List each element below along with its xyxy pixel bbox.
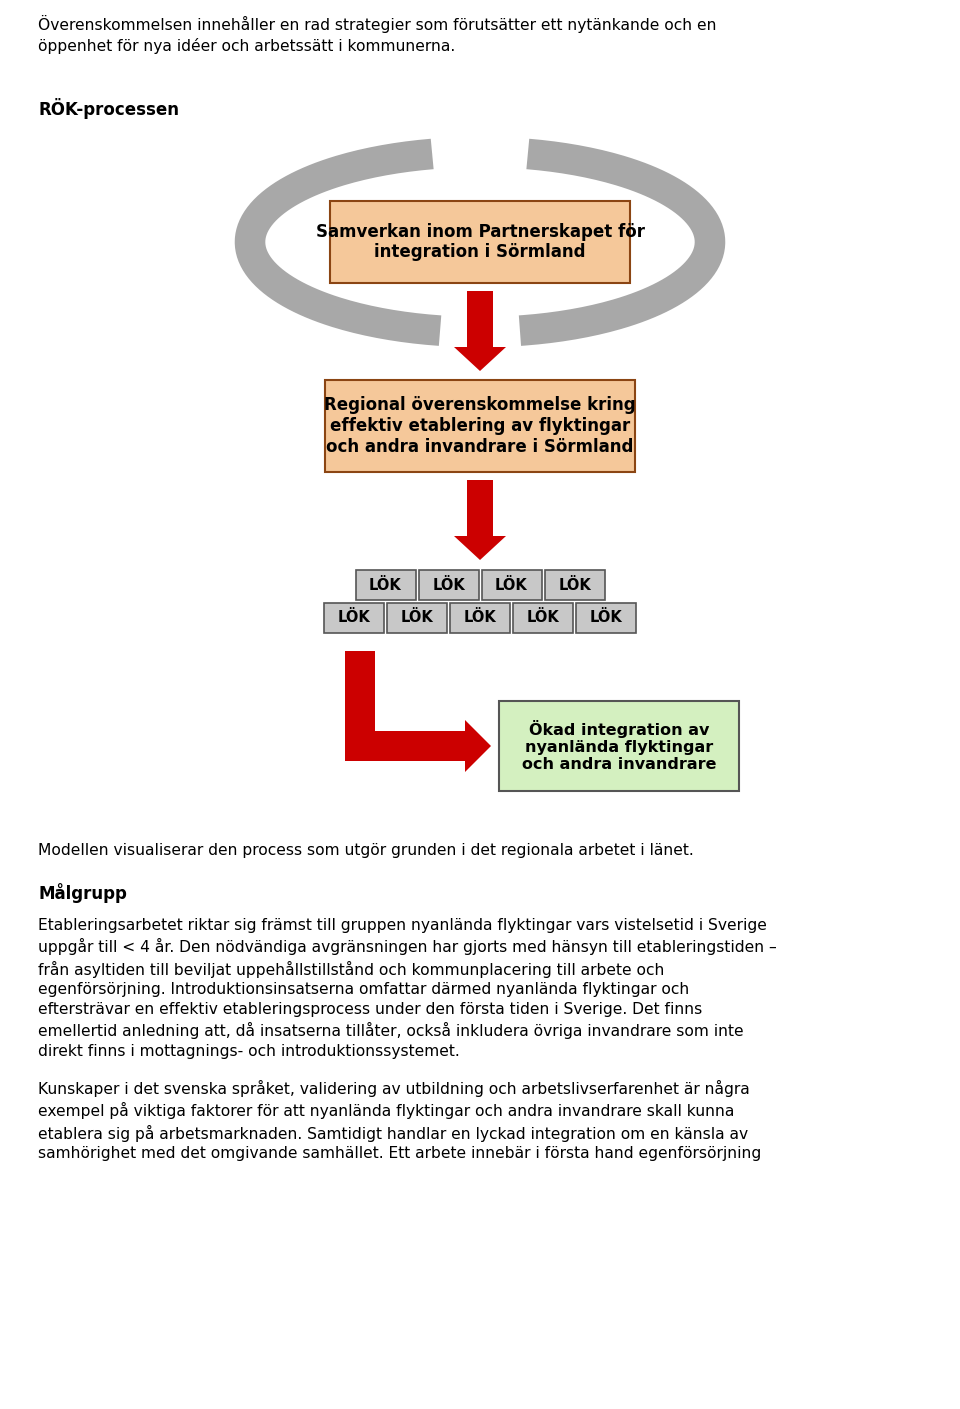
FancyBboxPatch shape (355, 571, 416, 600)
Text: Kunskaper i det svenska språket, validering av utbildning och arbetslivserfarenh: Kunskaper i det svenska språket, valider… (38, 1081, 761, 1161)
FancyBboxPatch shape (482, 571, 541, 600)
Polygon shape (454, 535, 506, 559)
FancyBboxPatch shape (325, 380, 635, 472)
Text: LÖK: LÖK (432, 578, 465, 593)
Text: LÖK: LÖK (495, 578, 528, 593)
Text: Överenskommelsen innehåller en rad strategier som förutsätter ett nytänkande och: Överenskommelsen innehåller en rad strat… (38, 15, 716, 54)
FancyBboxPatch shape (467, 292, 493, 347)
FancyBboxPatch shape (387, 603, 447, 633)
FancyBboxPatch shape (513, 603, 573, 633)
FancyBboxPatch shape (330, 201, 630, 283)
Text: Modellen visualiserar den process som utgör grunden i det regionala arbetet i lä: Modellen visualiserar den process som ut… (38, 843, 694, 858)
Text: LÖK: LÖK (370, 578, 402, 593)
Text: Etableringsarbetet riktar sig främst till gruppen nyanlända flyktingar vars vist: Etableringsarbetet riktar sig främst til… (38, 919, 777, 1058)
Text: LÖK: LÖK (558, 578, 590, 593)
Polygon shape (465, 720, 491, 772)
Text: LÖK: LÖK (400, 610, 433, 626)
Polygon shape (411, 141, 432, 170)
Polygon shape (454, 347, 506, 371)
FancyBboxPatch shape (499, 702, 739, 790)
FancyBboxPatch shape (576, 603, 636, 633)
Text: LÖK: LÖK (338, 610, 371, 626)
FancyBboxPatch shape (450, 603, 510, 633)
FancyBboxPatch shape (345, 651, 375, 745)
FancyBboxPatch shape (544, 571, 605, 600)
FancyBboxPatch shape (345, 731, 465, 761)
Text: Målgrupp: Målgrupp (38, 883, 127, 903)
Polygon shape (520, 314, 541, 344)
Text: LÖK: LÖK (464, 610, 496, 626)
FancyBboxPatch shape (467, 480, 493, 535)
Text: Regional överenskommelse kring
effektiv etablering av flyktingar
och andra invan: Regional överenskommelse kring effektiv … (324, 396, 636, 455)
Text: LÖK: LÖK (527, 610, 560, 626)
Text: LÖK: LÖK (589, 610, 622, 626)
Text: Ökad integration av
nyanlända flyktingar
och andra invandrare: Ökad integration av nyanlända flyktingar… (521, 720, 716, 772)
Text: Samverkan inom Partnerskapet för
integration i Sörmland: Samverkan inom Partnerskapet för integra… (316, 223, 644, 262)
Text: RÖK-processen: RÖK-processen (38, 99, 179, 118)
FancyBboxPatch shape (419, 571, 478, 600)
FancyBboxPatch shape (324, 603, 384, 633)
